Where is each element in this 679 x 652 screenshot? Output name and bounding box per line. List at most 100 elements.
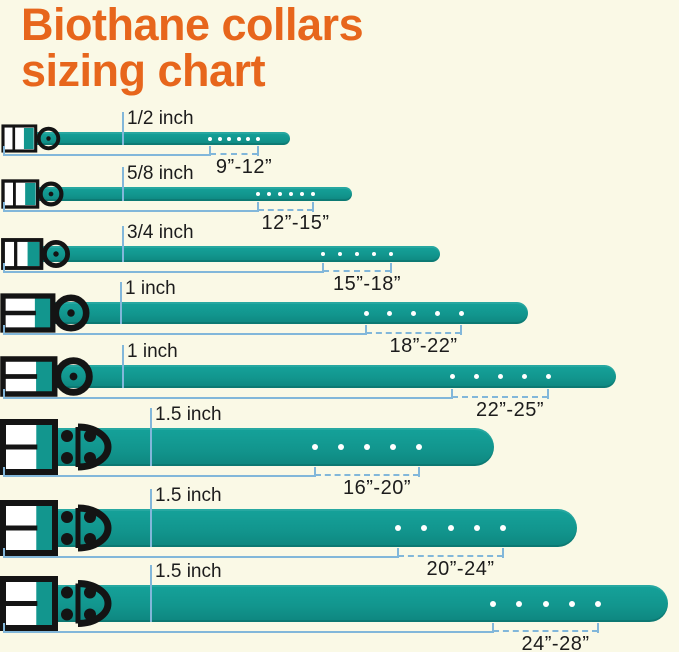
page-title: Biothane collars sizing chart (21, 2, 364, 96)
width-tick-line (122, 112, 124, 145)
collar-hole (217, 136, 222, 141)
collar-hole (416, 444, 422, 450)
collar-hole (473, 374, 479, 379)
ring-rivet (53, 251, 59, 257)
collar-hole (490, 600, 496, 607)
bracket-first-hole-tick (209, 146, 211, 156)
width-label: 3/4 inch (127, 222, 194, 243)
buckle-frame (1, 179, 40, 209)
bracket-solid-line (3, 475, 315, 477)
width-label: 1.5 inch (155, 561, 222, 582)
width-tick-line (122, 345, 124, 388)
collar-hole (312, 444, 318, 450)
collar-hole (267, 192, 271, 196)
bracket-solid-line (3, 333, 366, 335)
collar-hole (434, 310, 440, 316)
collar-hole (256, 192, 260, 196)
collar-hole (389, 252, 393, 256)
collar-strap (5, 302, 528, 324)
buckle-frame (1, 238, 44, 270)
bracket-first-hole-tick (397, 548, 399, 558)
ring-rivet (46, 136, 51, 141)
bracket-last-hole-tick (390, 263, 392, 273)
buckle-icon (0, 356, 93, 397)
collar-hole (208, 136, 212, 141)
range-label: 9”-12” (215, 156, 273, 178)
collar-hole (338, 444, 344, 450)
o-ring-icon (54, 357, 93, 396)
title-line-2: sizing chart (21, 45, 266, 96)
ring-rivet (48, 191, 54, 197)
range-label: 15”-18” (333, 273, 401, 295)
collar-hole (372, 252, 376, 256)
bracket-last-hole-tick (418, 467, 420, 477)
range-label: 18”-22” (389, 335, 458, 357)
width-tick-line (122, 226, 124, 262)
o-ring-icon (42, 239, 71, 269)
collar-hole (595, 600, 601, 607)
bracket-first-hole-tick (322, 263, 324, 273)
width-tick-line (150, 408, 152, 466)
buckle-strap-pass (34, 298, 51, 328)
collar-hole (289, 192, 293, 196)
collar-hole (542, 600, 549, 607)
bracket-last-hole-tick (460, 325, 462, 335)
bracket-left-tick (3, 146, 5, 155)
buckle-strap-pass (36, 361, 53, 392)
range-label: 12”-15” (261, 212, 330, 234)
width-tick-line (122, 167, 124, 201)
buckle-icon (0, 576, 112, 631)
collar-hole (338, 252, 342, 256)
bracket-solid-line (3, 210, 258, 212)
range-label: 16”-20” (343, 477, 411, 499)
rivet (61, 608, 73, 621)
collar-hole (364, 444, 370, 450)
buckle-strap-pass (36, 581, 53, 626)
o-ring-icon (36, 126, 61, 151)
collar-strap (5, 187, 352, 201)
d-ring-icon (77, 580, 112, 627)
buckle-frame (0, 576, 58, 631)
collar-hole (246, 136, 251, 141)
bracket-dashed-line (315, 474, 419, 476)
bracket-first-hole-tick (314, 467, 316, 477)
ring-rivet (67, 309, 75, 317)
rivet (61, 533, 73, 545)
range-label: 20”-24” (426, 558, 495, 580)
width-tick-line (150, 489, 152, 547)
bracket-last-hole-tick (257, 146, 259, 156)
width-label: 1 inch (125, 278, 176, 299)
bracket-left-tick (3, 467, 5, 476)
width-label: 5/8 inch (127, 163, 194, 184)
range-label: 22”-25” (476, 399, 544, 421)
collar-hole (236, 136, 241, 141)
collar-hole (321, 252, 325, 256)
collar-strap (5, 365, 616, 388)
buckle-strap-pass (23, 128, 34, 149)
collar-hole (449, 374, 455, 379)
collar-hole (278, 192, 282, 196)
buckle-icon (0, 500, 112, 556)
bracket-last-hole-tick (312, 202, 314, 212)
buckle-strap-pass (36, 505, 53, 551)
bracket-first-hole-tick (492, 623, 494, 633)
buckle-strap-pass (27, 242, 40, 266)
bracket-left-tick (3, 623, 5, 632)
bracket-left-tick (3, 263, 5, 272)
rivet (61, 586, 73, 599)
width-label: 1.5 inch (155, 404, 222, 425)
rivet (61, 452, 73, 464)
bracket-dashed-line (493, 630, 598, 632)
collar-strap (5, 132, 290, 145)
bracket-dashed-line (323, 270, 391, 272)
collar-hole (390, 444, 396, 450)
bracket-left-tick (3, 389, 5, 398)
o-ring-icon (38, 181, 64, 207)
collar-hole (227, 136, 232, 141)
d-ring-icon (77, 423, 112, 471)
buckle-icon (1, 179, 64, 209)
bracket-dashed-line (398, 555, 503, 557)
bracket-last-hole-tick (547, 389, 549, 399)
collar-hole (395, 525, 401, 531)
collar-hole (311, 192, 315, 196)
